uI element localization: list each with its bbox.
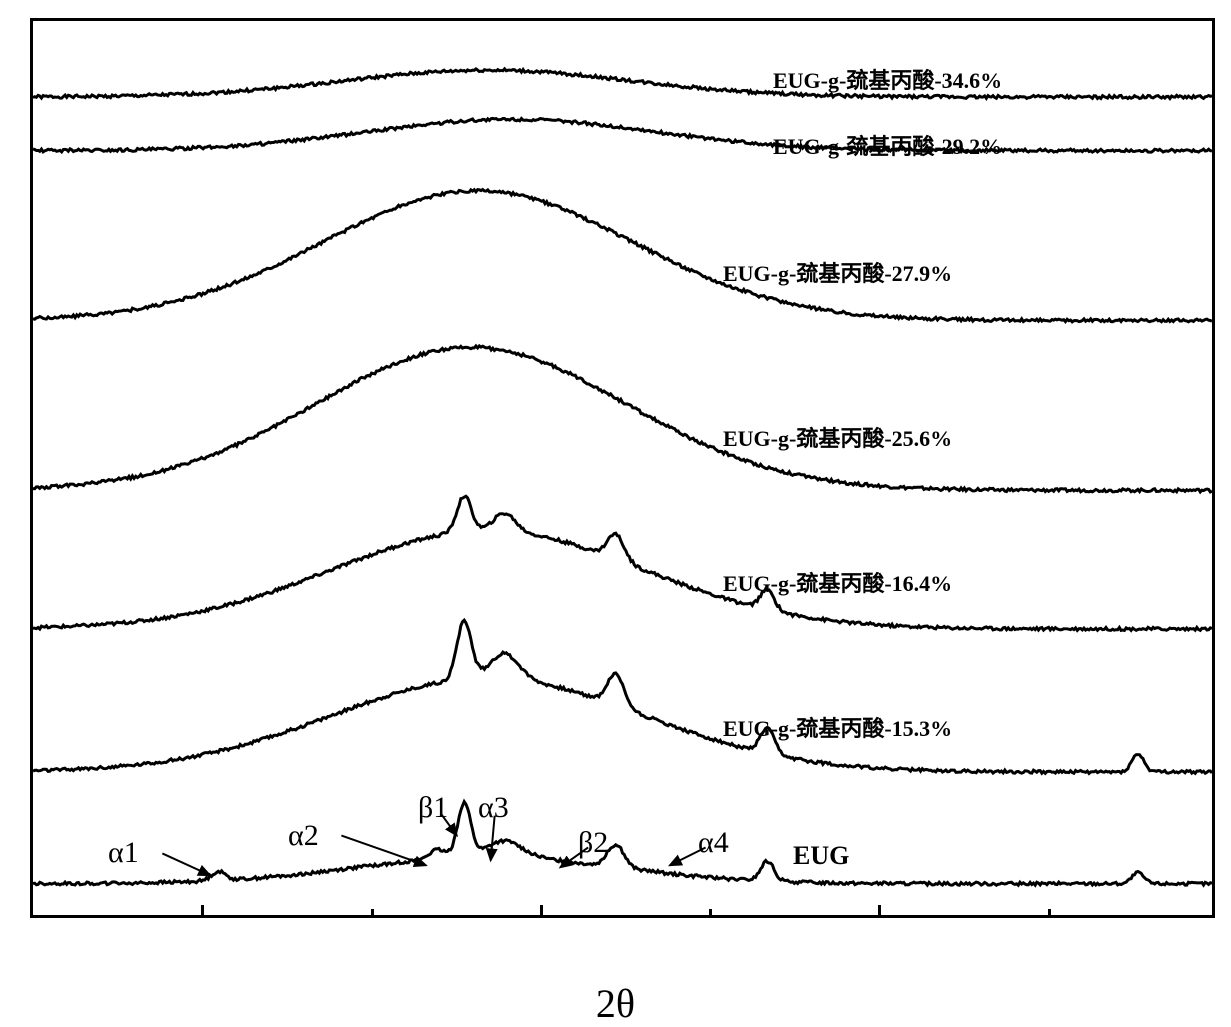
xtick-mark <box>201 905 204 915</box>
peak-label-alpha3: α3 <box>478 791 509 825</box>
xtick-mark <box>1048 909 1051 915</box>
curve-eug <box>33 802 1212 886</box>
plot-frame: EUG-g-巯基丙酸-34.6% EUG-g-巯基丙酸-29.2% EUG-g-… <box>30 18 1215 918</box>
xtick-label: 40 <box>1203 915 1215 918</box>
series-label-29.2: EUG-g-巯基丙酸-29.2% <box>773 129 1002 161</box>
arrow-α1 <box>162 853 210 875</box>
xtick-label: 10 <box>187 915 217 918</box>
series-label-25.6: EUG-g-巯基丙酸-25.6% <box>723 421 952 453</box>
x-axis-title: 2θ <box>596 980 635 1027</box>
peak-label-alpha2: α2 <box>288 819 319 853</box>
peak-label-alpha1: α1 <box>108 836 139 870</box>
peak-label-beta1: β1 <box>418 791 448 825</box>
peak-label-beta2: β2 <box>578 826 608 860</box>
curve-eug-g-16.4 <box>33 496 1212 630</box>
peak-label-alpha4: α4 <box>698 826 729 860</box>
xtick-label: 20 <box>526 915 556 918</box>
xtick-mark <box>878 905 881 915</box>
series-label-34.6: EUG-g-巯基丙酸-34.6% <box>773 63 1002 95</box>
curve-eug-g-29.2 <box>33 118 1212 152</box>
curve-eug-g-34.6 <box>33 69 1212 99</box>
xtick-mark <box>540 905 543 915</box>
xtick-label: 30 <box>864 915 894 918</box>
curve-eug-g-27.9 <box>33 190 1212 322</box>
xtick-mark <box>709 909 712 915</box>
xtick-mark <box>371 909 374 915</box>
series-label-15.3: EUG-g-巯基丙酸-15.3% <box>723 711 952 743</box>
series-label-16.4: EUG-g-巯基丙酸-16.4% <box>723 566 952 598</box>
series-label-eug: EUG <box>793 841 849 871</box>
arrow-α2 <box>341 836 426 866</box>
curve-eug-g-25.6 <box>33 346 1212 492</box>
curves-svg <box>33 21 1212 915</box>
curve-eug-g-15.3 <box>33 620 1212 773</box>
xrd-figure: EUG-g-巯基丙酸-34.6% EUG-g-巯基丙酸-29.2% EUG-g-… <box>0 0 1231 1027</box>
series-label-27.9: EUG-g-巯基丙酸-27.9% <box>723 256 952 288</box>
